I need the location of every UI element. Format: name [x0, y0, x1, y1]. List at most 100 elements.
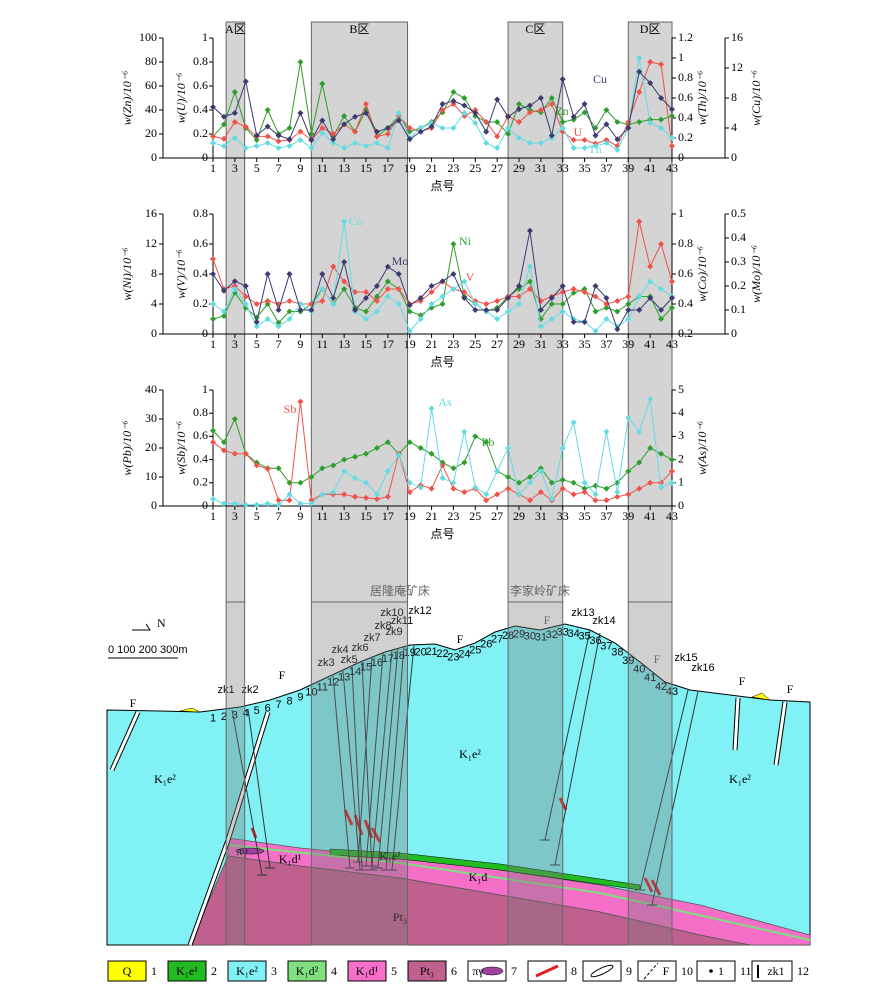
- series-point: [483, 301, 490, 307]
- series-point: [363, 143, 369, 149]
- series-point: [231, 450, 238, 457]
- series-point: [253, 323, 260, 330]
- series-point: [363, 289, 369, 295]
- series-point: [210, 427, 216, 434]
- fault-label: F: [457, 632, 464, 646]
- series-point: [319, 491, 326, 498]
- series-line: [212, 399, 673, 506]
- series-point: [439, 293, 446, 300]
- series-point: [220, 308, 227, 315]
- orebody: [370, 827, 382, 843]
- y-tick-label: 0: [202, 498, 208, 512]
- legend-swatch: [696, 960, 736, 982]
- x-axis-title: 点号: [430, 179, 454, 193]
- y-tick-label: 0.2: [193, 126, 208, 140]
- station-label: 12: [327, 676, 339, 688]
- x-tick-label: 37: [600, 161, 612, 175]
- series-point: [286, 497, 293, 504]
- series-point: [614, 326, 621, 333]
- series-point: [526, 479, 533, 486]
- y-tick-label: 4: [678, 405, 684, 419]
- station-label: 17: [382, 653, 394, 665]
- series-point: [439, 475, 446, 482]
- x-tick-label: 35: [579, 337, 591, 351]
- drillhole: [544, 629, 591, 841]
- legend-icon: [643, 962, 659, 980]
- series-point: [516, 119, 522, 125]
- series-point: [581, 319, 588, 325]
- drillhole: [351, 666, 363, 871]
- drillhole: [651, 690, 699, 906]
- series-point: [231, 89, 238, 95]
- series-point: [384, 293, 391, 300]
- series-point: [210, 316, 216, 322]
- y-tick-label: 16: [145, 206, 157, 220]
- y-tick-label: 0.6: [193, 428, 208, 442]
- series-point: [669, 143, 675, 149]
- x-tick-label: 1: [210, 337, 216, 351]
- series-point: [505, 295, 512, 301]
- fault-label: F: [787, 682, 794, 696]
- series-point: [603, 497, 610, 504]
- y-tick-label: 0.2: [731, 278, 746, 292]
- series-point: [286, 308, 293, 315]
- legend-swatch: [107, 960, 147, 982]
- series-point: [625, 491, 632, 498]
- series-point: [603, 485, 610, 492]
- series-point: [242, 501, 249, 508]
- legend-swatch: [167, 960, 207, 982]
- series-point: [395, 110, 402, 116]
- y-tick-label: 0.4: [731, 230, 746, 244]
- series-point: [428, 405, 435, 412]
- station-label: 2: [221, 711, 227, 723]
- series-point: [363, 450, 369, 457]
- series-point: [625, 414, 632, 421]
- series-label: Sb: [284, 402, 297, 416]
- legend-symbol: Pt₃: [420, 964, 434, 978]
- fault-label: F: [544, 613, 551, 627]
- series-point: [341, 286, 348, 292]
- drillhole-label: zk10: [380, 607, 403, 619]
- series-point: [352, 140, 359, 146]
- series-point: [417, 125, 424, 131]
- x-tick-label: 43: [666, 161, 678, 175]
- series-point: [231, 500, 238, 507]
- series-point: [373, 133, 380, 140]
- y-tick-label: 0: [151, 150, 157, 164]
- series-point: [308, 307, 315, 313]
- series-point: [242, 145, 249, 151]
- series-point: [614, 147, 621, 153]
- series-point: [658, 61, 665, 68]
- drillhole-label: zk16: [691, 662, 714, 674]
- series-point: [308, 474, 315, 480]
- drillhole: [231, 709, 263, 876]
- drillhole: [342, 670, 361, 871]
- series-point: [395, 301, 402, 307]
- drillhole-label: zk2: [241, 684, 258, 696]
- legend-symbol: F: [663, 964, 670, 978]
- series-point: [669, 468, 675, 475]
- series-point: [548, 316, 555, 322]
- zone-band: [310, 21, 409, 603]
- y-tick-label: 0: [731, 150, 737, 164]
- series-point: [548, 132, 555, 139]
- station-label: 14: [349, 666, 361, 678]
- series-point: [472, 433, 479, 440]
- series-point: [636, 218, 643, 225]
- series-point: [483, 119, 490, 125]
- y-tick-label: 12: [731, 60, 743, 74]
- x-tick-label: 31: [535, 509, 547, 523]
- series-point: [636, 428, 643, 435]
- legend-symbol: K₁e¹: [176, 964, 198, 978]
- y-axis-title: w(As)/10⁻⁶: [695, 421, 709, 475]
- series-point: [461, 459, 468, 466]
- series-point: [439, 125, 446, 131]
- series-point: [384, 493, 391, 500]
- series-point: [242, 78, 249, 85]
- series-point: [526, 102, 533, 109]
- series-point: [516, 479, 522, 486]
- station-label: 35: [578, 631, 590, 643]
- drillholes: zk1zk2zk3zk4zk5zk6zk7zk8zk9zk10zk11zk12z…: [217, 605, 715, 906]
- series-point: [570, 419, 577, 426]
- y-tick-label: 0.2: [193, 296, 208, 310]
